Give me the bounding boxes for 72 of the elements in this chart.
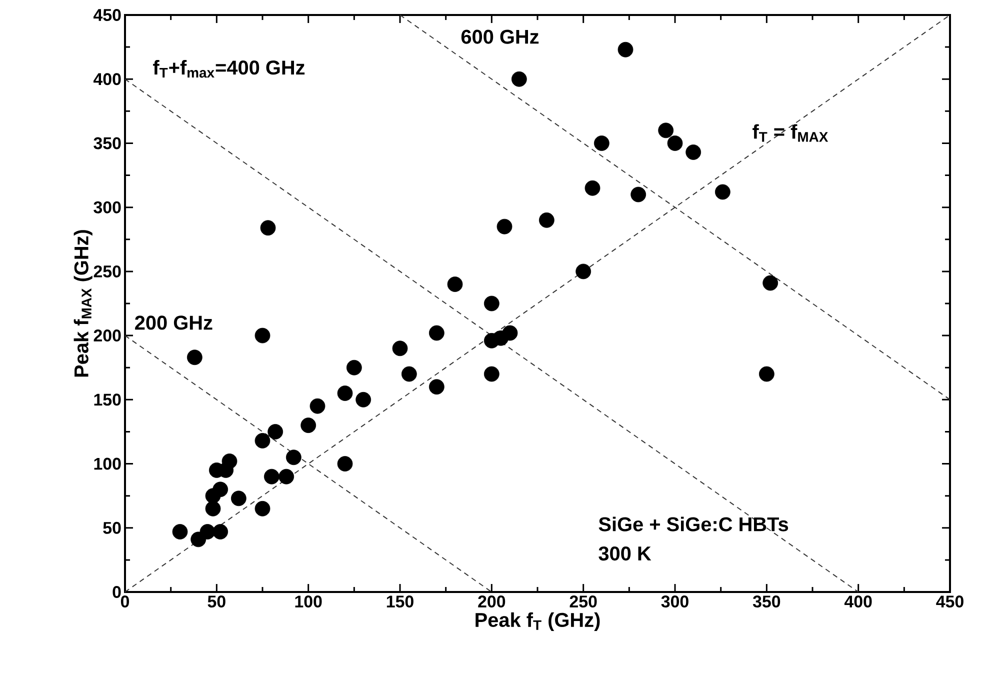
point: [392, 340, 408, 356]
annotation: 200 GHz: [135, 316, 212, 330]
point: [310, 398, 326, 414]
point: [667, 136, 683, 151]
point: [337, 456, 353, 472]
point: [484, 296, 500, 312]
point: [401, 366, 417, 382]
x-tick-label: 250: [570, 596, 597, 608]
point: [447, 276, 463, 292]
point: [584, 180, 600, 196]
x-axis-title: Peak f$_{T}$ (GHz): [476, 612, 600, 631]
point: [268, 424, 284, 440]
point: [538, 212, 554, 228]
point: [618, 42, 634, 58]
y-tick-label: 100: [94, 458, 121, 470]
x-tick-label: 50: [208, 596, 226, 608]
point: [200, 524, 216, 540]
point: [260, 220, 276, 236]
point: [428, 379, 444, 395]
x-tick-label: 200: [478, 596, 506, 608]
point: [337, 386, 353, 401]
y-tick-label: 150: [94, 394, 121, 406]
point: [264, 468, 280, 484]
point: [212, 524, 228, 540]
annotation: 300 K: [598, 546, 652, 561]
point: [714, 184, 730, 200]
point: [484, 366, 500, 382]
y-tick-label: 400: [93, 73, 121, 86]
point: [230, 490, 246, 506]
y-tick-label: 250: [94, 265, 121, 278]
x-tick-label: 450: [936, 596, 964, 608]
annotation: f$_{T}$+f$_{max}$=400 GHz: [153, 60, 305, 78]
point: [186, 350, 202, 366]
point: [346, 360, 362, 376]
y-tick-label: 450: [93, 9, 121, 21]
point: [254, 328, 270, 344]
x-tick-label: 100: [295, 596, 322, 608]
point: [286, 450, 302, 466]
point: [428, 325, 444, 341]
point: [630, 186, 646, 202]
y-tick-label: 350: [94, 137, 121, 150]
x-tick-label: 350: [752, 596, 780, 608]
point: [502, 325, 518, 341]
point: [212, 482, 228, 498]
point: [205, 500, 221, 516]
x-tick-label: 0: [120, 596, 130, 608]
point: [686, 144, 702, 160]
point: [594, 136, 610, 151]
annotation: 600 GHz: [461, 30, 539, 44]
point: [222, 454, 238, 469]
x-tick-label: 150: [386, 596, 414, 608]
point: [278, 468, 294, 484]
x-tick-label: 400: [844, 596, 872, 608]
y-tick-label: 0: [112, 586, 121, 598]
annotation: SiGe + SiGe:C HBTs: [598, 516, 788, 532]
x-tick-label: 300: [661, 596, 688, 608]
y-tick-label: 50: [103, 522, 121, 534]
point: [300, 418, 316, 434]
point: [254, 500, 270, 516]
y-tick-label: 200: [94, 330, 121, 342]
point: [762, 275, 778, 291]
point: [758, 366, 774, 382]
y-tick-label: 300: [94, 201, 121, 214]
point: [254, 432, 270, 448]
point: [658, 122, 674, 138]
point: [511, 71, 527, 87]
point: [576, 264, 592, 280]
point: [496, 218, 512, 234]
point: [356, 392, 372, 408]
point: [172, 524, 188, 540]
y-axis-title: Peak f$_{MAX}$ (GHz): [74, 230, 92, 377]
annotation: f$_{T}$ = f$_{MAX}$: [752, 124, 828, 142]
